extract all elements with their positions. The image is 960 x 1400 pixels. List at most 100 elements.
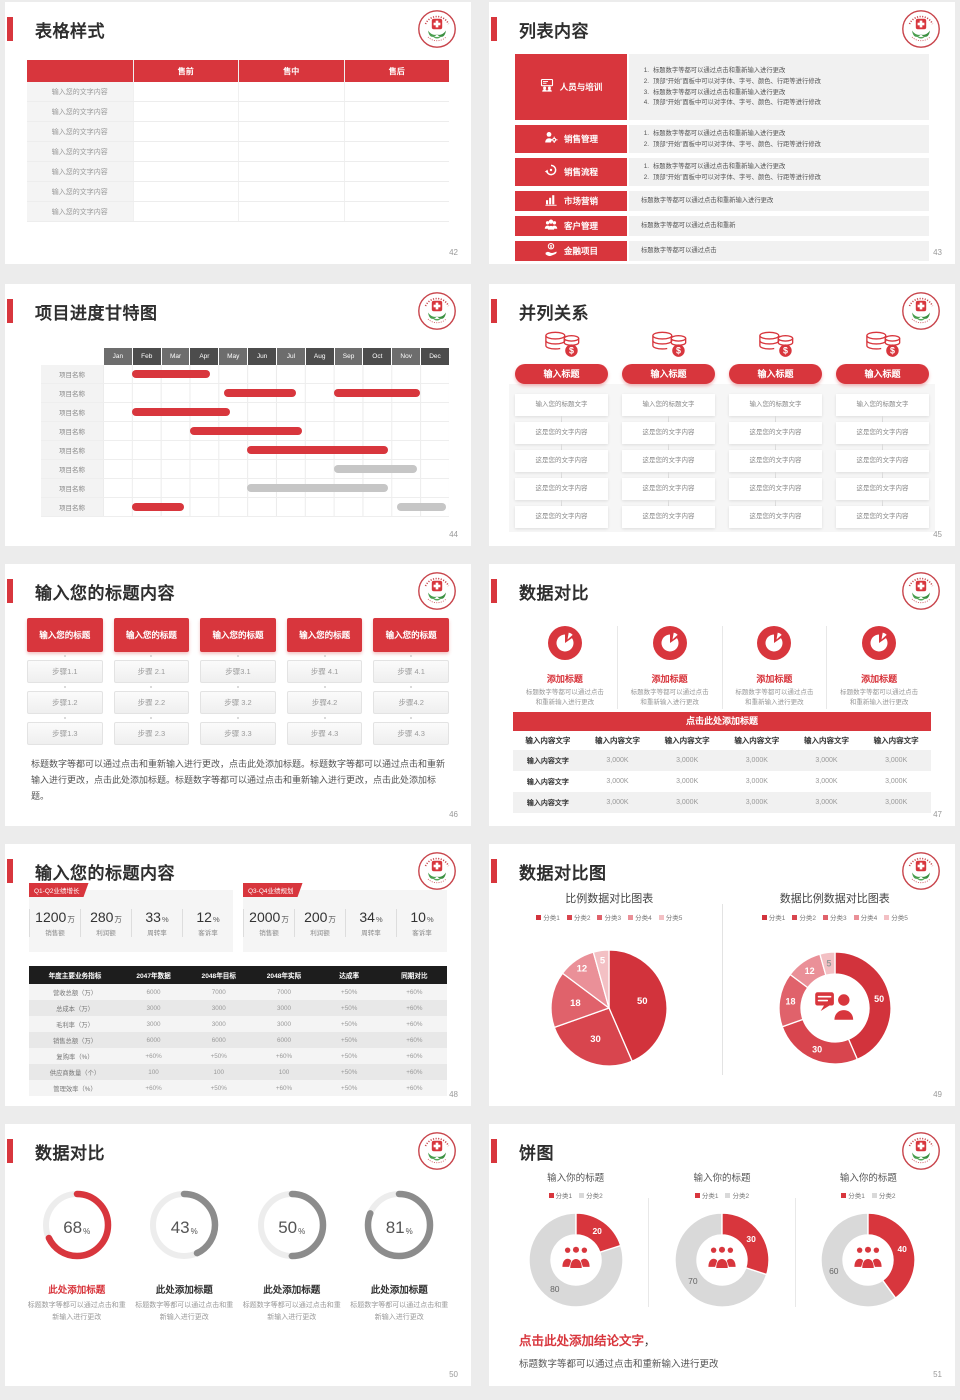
step-box[interactable]: 步骤 3.3 (200, 722, 276, 745)
empty-cell[interactable] (238, 102, 344, 121)
text-row[interactable]: 这是您的文字内容 (729, 450, 822, 472)
gantt-bar[interactable] (189, 427, 302, 435)
text-row[interactable]: 这是您的文字内容 (622, 478, 715, 500)
empty-cell[interactable] (132, 182, 239, 201)
text-row[interactable]: 这是您的文字内容 (836, 450, 929, 472)
text-row[interactable]: 这是您的文字内容 (515, 422, 608, 444)
step-box[interactable]: 步骤 4.1 (286, 660, 363, 683)
step-box[interactable]: 步骤 4.1 (373, 660, 449, 683)
text-row[interactable]: 这是您的文字内容 (515, 450, 608, 472)
step-box[interactable]: 步骤1.3 (27, 722, 103, 745)
gantt-bar[interactable] (224, 389, 297, 397)
step-box[interactable]: 步骤4.2 (286, 691, 363, 714)
slide-thumbnail-49[interactable]: 数据对比图 比例数据对比图表 分类1 分类2 分类3 分类4 分类5 50 30 18 12 5… (489, 844, 955, 1106)
empty-cell[interactable] (132, 122, 239, 141)
slide-thumbnail-48[interactable]: 输入您的标题内容 Q1-Q2业绩增长 1200万 销售额 280万 利润额 33% 周转率… (5, 844, 471, 1106)
empty-cell[interactable] (343, 162, 450, 181)
text-row[interactable]: 这是您的文字内容 (622, 450, 715, 472)
gantt-bar[interactable] (247, 484, 389, 492)
text-row[interactable]: 这是您的文字内容 (622, 506, 715, 528)
column-header-button[interactable]: 输入您的标题 (373, 618, 449, 652)
step-box[interactable]: 步骤 2.3 (113, 722, 190, 745)
gantt-bar[interactable] (131, 503, 184, 511)
gantt-bar[interactable] (333, 465, 418, 473)
step-box[interactable]: 步骤1.2 (27, 691, 103, 714)
column-title-button[interactable]: 输入标题 (515, 364, 608, 384)
slide-thumbnail-42[interactable]: 表格样式 售前 售中 售后 输入您的文字内容 输入您的文字内容 输入您的文字内容 输入您的文… (5, 2, 471, 264)
empty-cell[interactable] (132, 142, 239, 161)
column-header-button[interactable]: 输入您的标题 (286, 618, 363, 652)
gantt-bar[interactable] (333, 389, 421, 397)
empty-cell[interactable] (343, 122, 450, 141)
category-button[interactable]: 金融项目 (515, 241, 627, 261)
row-label-cell[interactable]: 输入您的文字内容 (27, 182, 133, 201)
text-row[interactable]: 这是您的文字内容 (836, 478, 929, 500)
slide-thumbnail-43[interactable]: 列表内容 人员与培训 1. 标题数字等都可以通过点击和重新输入进行更改 2. 顶部“开… (489, 2, 955, 264)
row-label-cell[interactable]: 输入您的文字内容 (27, 162, 133, 181)
text-row[interactable]: 这是您的文字内容 (622, 422, 715, 444)
row-label-cell[interactable]: 输入您的文字内容 (27, 102, 133, 121)
gantt-bar[interactable] (131, 370, 210, 378)
step-box[interactable]: 步骤4.2 (373, 691, 449, 714)
column-header-button[interactable]: 输入您的标题 (200, 618, 276, 652)
category-button[interactable]: 人员与培训 (515, 54, 627, 120)
empty-cell[interactable] (132, 202, 239, 221)
text-row[interactable]: 输入您的标题文字 (622, 394, 715, 416)
row-label-cell[interactable]: 输入您的文字内容 (27, 142, 133, 161)
row-label-cell[interactable]: 输入您的文字内容 (27, 122, 133, 141)
column-title-button[interactable]: 输入标题 (836, 364, 929, 384)
text-row[interactable]: 这是您的文字内容 (515, 478, 608, 500)
step-box[interactable]: 步骤1.1 (27, 660, 103, 683)
empty-cell[interactable] (343, 102, 450, 121)
slide-thumbnail-45[interactable]: 并列关系 $ 输入标题 输入您的标题文字 这是您的文字内容 这是您的文字内容 这是您的… (489, 284, 955, 546)
empty-cell[interactable] (343, 202, 450, 221)
table-banner[interactable]: 点击此处添加标题 (513, 712, 931, 731)
empty-cell[interactable] (132, 102, 239, 121)
gantt-bar[interactable] (131, 408, 230, 416)
text-row[interactable]: 这是您的文字内容 (729, 506, 822, 528)
step-box[interactable]: 步骤 2.1 (113, 660, 190, 683)
text-row[interactable]: 输入您的标题文字 (836, 394, 929, 416)
slide-thumbnail-44[interactable]: 项目进度甘特图 Jan Feb Mar Apr May Jun Jul Aug Sep Oct No… (5, 284, 471, 546)
empty-cell[interactable] (238, 202, 344, 221)
value-cell: +50% (341, 1020, 358, 1028)
text-row[interactable]: 这是您的文字内容 (836, 422, 929, 444)
gantt-bar[interactable] (397, 503, 447, 511)
slide-thumbnail-50[interactable]: 数据对比 68% 此处添加标题 标题数字等都可以通过点击和重新输入进行更改 43… (5, 1124, 471, 1386)
empty-cell[interactable] (238, 82, 344, 101)
row-label-cell[interactable]: 输入您的文字内容 (27, 82, 133, 101)
column-title-button[interactable]: 输入标题 (622, 364, 715, 384)
empty-cell[interactable] (238, 122, 344, 141)
text-row[interactable]: 这是您的文字内容 (729, 478, 822, 500)
category-button[interactable]: 客户管理 (515, 216, 627, 236)
empty-cell[interactable] (343, 82, 450, 101)
empty-cell[interactable] (238, 182, 344, 201)
slide-thumbnail-51[interactable]: 饼图 输入你的标题 分类1 分类2 20 80 输入你的标题 分类1 分类2 30 … (489, 1124, 955, 1386)
empty-cell[interactable] (343, 182, 450, 201)
step-box[interactable]: 步骤3.1 (200, 660, 276, 683)
step-box[interactable]: 步骤 4.3 (373, 722, 449, 745)
step-box[interactable]: 步骤 3.2 (200, 691, 276, 714)
slide-thumbnail-47[interactable]: 数据对比 添加标题 标题数字等都可以通过点击和重新输入进行更改 添加标题 标题数… (489, 564, 955, 826)
empty-cell[interactable] (238, 142, 344, 161)
text-row[interactable]: 这是您的文字内容 (836, 506, 929, 528)
text-row[interactable]: 输入您的标题文字 (515, 394, 608, 416)
category-button[interactable]: 市场营销 (515, 191, 627, 211)
column-title-button[interactable]: 输入标题 (729, 364, 822, 384)
row-label-cell[interactable]: 输入您的文字内容 (27, 202, 133, 221)
category-button[interactable]: 销售流程 (515, 158, 627, 186)
column-header-button[interactable]: 输入您的标题 (27, 618, 103, 652)
text-row[interactable]: 这是您的文字内容 (515, 506, 608, 528)
column-header-button[interactable]: 输入您的标题 (113, 618, 190, 652)
slide-thumbnail-46[interactable]: 输入您的标题内容 输入您的标题 步骤1.1 步骤1.2 步骤1.3 输入您的标题 步… (5, 564, 471, 826)
empty-cell[interactable] (132, 82, 239, 101)
empty-cell[interactable] (132, 162, 239, 181)
text-row[interactable]: 输入您的标题文字 (729, 394, 822, 416)
gantt-bar[interactable] (247, 446, 389, 454)
empty-cell[interactable] (343, 142, 450, 161)
step-box[interactable]: 步骤 4.3 (286, 722, 363, 745)
category-button[interactable]: 销售管理 (515, 125, 627, 153)
empty-cell[interactable] (238, 162, 344, 181)
text-row[interactable]: 这是您的文字内容 (729, 422, 822, 444)
step-box[interactable]: 步骤 2.2 (113, 691, 190, 714)
